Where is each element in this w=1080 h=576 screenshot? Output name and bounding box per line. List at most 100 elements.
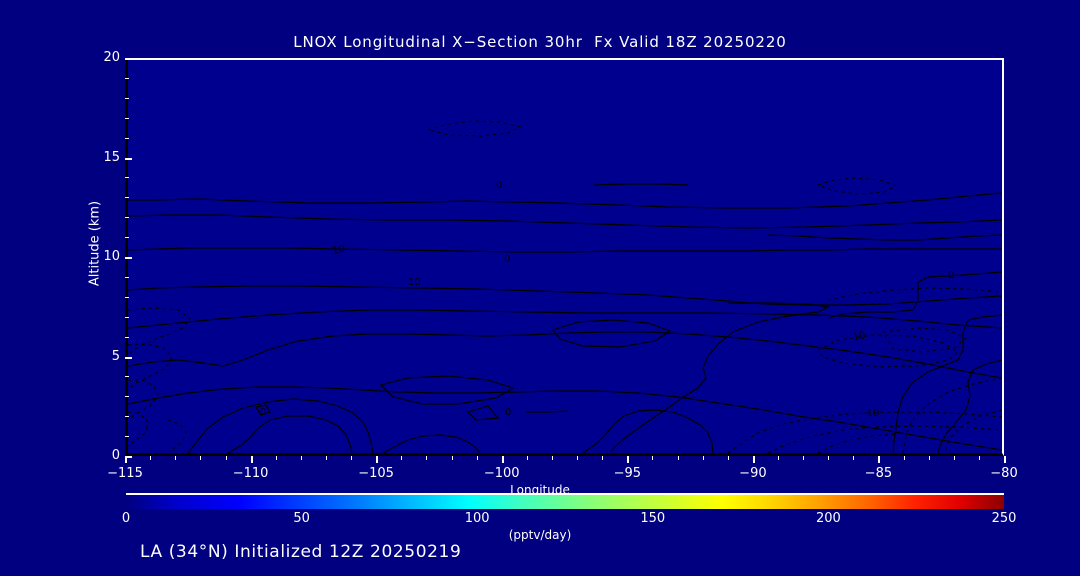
y-axis-tick-label: 15 <box>103 149 120 165</box>
contour-line <box>610 302 830 452</box>
contour-line <box>379 375 515 405</box>
x-axis-tick-label: −100 <box>483 466 520 481</box>
y-axis-minor-tick <box>125 197 129 199</box>
y-axis-tick-label: 0 <box>111 448 120 463</box>
x-axis-minor-tick <box>928 456 930 460</box>
x-axis-major-tick <box>501 456 504 463</box>
y-axis-minor-tick <box>125 276 129 278</box>
y-axis-minor-tick <box>125 217 129 219</box>
x-axis-major-tick <box>250 456 253 463</box>
colorbar <box>126 495 1004 509</box>
contour-label: 10 <box>331 244 346 257</box>
contour-line-dashed <box>425 120 522 137</box>
contour-line-dashed <box>817 334 960 368</box>
contour-line-dashed <box>128 343 173 391</box>
x-axis-tick-label: −105 <box>358 466 394 481</box>
x-axis-major-tick <box>376 456 379 463</box>
contour-label: -10 <box>863 408 879 419</box>
x-axis-minor-tick <box>225 456 227 460</box>
colorbar-top-rule <box>126 493 1004 495</box>
x-axis-minor-tick <box>200 456 202 460</box>
contour-line <box>128 331 1002 379</box>
x-axis-minor-tick <box>175 456 177 460</box>
x-axis-ticks <box>125 456 1006 466</box>
x-axis-minor-tick <box>426 456 428 460</box>
x-axis-minor-tick <box>401 456 403 460</box>
x-axis-minor-tick <box>702 456 704 460</box>
x-axis-major-tick <box>752 456 755 463</box>
x-axis-minor-tick <box>803 456 805 460</box>
y-axis-major-tick <box>125 456 132 458</box>
contour-line <box>552 319 672 348</box>
x-axis-minor-tick <box>778 456 779 460</box>
contour-label: 0 <box>496 180 502 191</box>
x-axis-tick-label: −80 <box>990 466 1018 481</box>
footer-caption: LA (34°N) Initialized 12Z 20250219 <box>140 542 462 562</box>
contour-line <box>227 415 353 453</box>
x-axis-minor-tick <box>325 456 327 460</box>
x-axis-tick-label: −95 <box>613 466 642 481</box>
x-axis-minor-tick <box>602 456 604 460</box>
contour-overlay: 10 10 0 0 0 0 -10 -10 0 <box>128 120 1002 453</box>
x-axis-minor-tick <box>351 456 352 460</box>
colorbar-gradient <box>126 495 1004 509</box>
y-axis-minor-tick <box>125 336 129 338</box>
y-axis-major-tick <box>125 356 132 359</box>
x-axis-minor-tick <box>551 456 553 460</box>
x-axis-minor-tick <box>451 456 453 460</box>
x-axis-minor-tick <box>853 456 855 460</box>
colorbar-tick-labels: 0 50 100 150 200 250 <box>122 511 1017 529</box>
y-axis-minor-tick <box>125 137 129 139</box>
colorbar-tick-label: 0 <box>121 511 131 526</box>
x-axis-minor-tick <box>903 456 905 460</box>
y-axis-minor-tick <box>125 296 129 298</box>
contour-line-dashed <box>827 287 1002 301</box>
x-axis-minor-tick <box>727 456 729 460</box>
y-axis-minor-tick <box>125 436 129 438</box>
contour-line <box>128 247 1002 253</box>
y-axis-minor-tick <box>125 237 129 239</box>
x-axis-minor-tick <box>828 456 830 460</box>
x-axis-tick-label: −115 <box>107 466 143 481</box>
x-axis-minor-tick <box>275 456 277 460</box>
x-axis-minor-tick <box>526 456 528 460</box>
x-axis-minor-tick <box>150 456 152 460</box>
x-axis-minor-tick <box>953 456 955 460</box>
x-axis-tick-label: −85 <box>864 466 893 481</box>
contour-line-dashed <box>882 327 968 353</box>
contour-line-dashed <box>128 411 149 447</box>
contour-line-dashed <box>167 419 187 451</box>
contour-label: 10 <box>408 277 421 288</box>
contour-line <box>526 410 569 413</box>
contour-line <box>582 409 714 453</box>
contour-label: -10 <box>848 330 866 344</box>
plot-inner: 10 10 0 0 0 0 -10 -10 0 <box>128 60 1002 453</box>
x-axis-minor-tick <box>652 456 654 460</box>
x-axis-minor-tick <box>677 456 679 460</box>
colorbar-tick-label: 100 <box>464 511 490 526</box>
plot-area: 10 10 0 0 0 0 -10 -10 0 <box>125 58 1004 456</box>
y-axis-major-tick <box>125 58 132 60</box>
x-axis-tick-label: −110 <box>232 466 269 481</box>
x-axis-minor-tick <box>577 456 579 460</box>
contour-label: 0 <box>948 270 954 281</box>
contour-line <box>892 314 1002 453</box>
contour-line-dashed <box>943 409 1002 453</box>
y-axis-minor-tick <box>125 396 129 398</box>
contour-label: 0 <box>504 254 510 265</box>
y-axis-minor-tick <box>125 97 129 99</box>
y-axis-major-tick <box>125 257 132 259</box>
contour-line <box>128 192 1002 209</box>
y-axis-major-tick <box>125 157 132 160</box>
contour-label: 0 <box>505 407 511 418</box>
contour-line <box>128 309 1002 329</box>
x-axis-major-tick <box>1004 456 1006 463</box>
y-axis-minor-tick <box>125 416 129 418</box>
colorbar-units-label: (pptv/day) <box>508 528 572 542</box>
contour-line <box>255 404 271 416</box>
contour-line-dashed <box>128 307 191 357</box>
y-axis-tick-label: 20 <box>103 50 120 65</box>
x-axis-major-tick <box>878 456 881 463</box>
y-axis-tick-label: 10 <box>103 249 120 264</box>
